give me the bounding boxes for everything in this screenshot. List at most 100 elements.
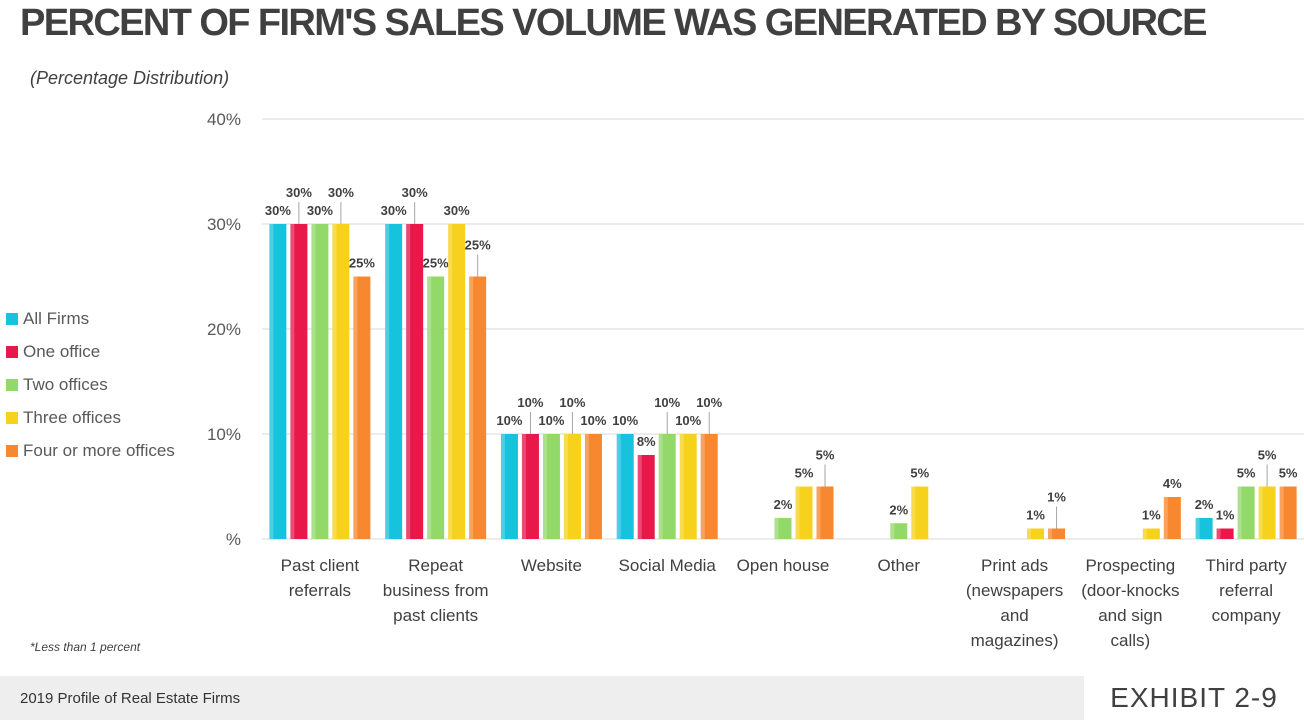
legend-swatch bbox=[6, 312, 18, 325]
legend-item: Three offices bbox=[6, 401, 175, 434]
bar bbox=[616, 434, 634, 539]
data-label: 2% bbox=[1195, 497, 1214, 512]
x-category-label: magazines) bbox=[971, 631, 1059, 650]
data-label: 10% bbox=[612, 413, 638, 428]
x-category-label: referral bbox=[1219, 581, 1273, 600]
legend-label: All Firms bbox=[23, 308, 90, 328]
footer-source: 2019 Profile of Real Estate Firms bbox=[20, 690, 241, 707]
bar-highlight bbox=[448, 224, 453, 539]
bar-highlight bbox=[427, 276, 432, 539]
bar bbox=[353, 276, 371, 539]
x-category-label: past clients bbox=[393, 606, 478, 625]
y-tick-label: 20% bbox=[207, 320, 241, 339]
x-category-label: Social Media bbox=[619, 556, 717, 575]
footer-bar: 2019 Profile of Real Estate Firms EXHIBI… bbox=[0, 676, 1304, 720]
bar-highlight bbox=[1027, 528, 1032, 539]
data-label: 10% bbox=[559, 395, 585, 410]
data-label: 30% bbox=[265, 203, 291, 218]
bar bbox=[700, 434, 718, 539]
bar bbox=[290, 224, 308, 539]
bar bbox=[1027, 528, 1045, 539]
bar-chart: % 10% 20% 30% 40% 30% 30% 10% 10% 2% 30% 30% 10% 8% 1%… bbox=[207, 110, 1304, 650]
legend-swatch bbox=[6, 444, 18, 457]
bar bbox=[637, 455, 655, 539]
bar-highlight bbox=[816, 486, 821, 539]
legend-label: One office bbox=[23, 341, 101, 361]
bar-highlight bbox=[637, 455, 642, 539]
bar-highlight bbox=[890, 523, 895, 539]
data-label: 10% bbox=[654, 395, 680, 410]
legend-swatch bbox=[6, 378, 18, 391]
x-category-label: Website bbox=[521, 556, 582, 575]
data-label: 8% bbox=[637, 434, 656, 449]
bar-highlight bbox=[353, 276, 358, 539]
data-label: 10% bbox=[696, 395, 722, 410]
data-label: 4% bbox=[1163, 476, 1182, 491]
x-category-label: Prospecting bbox=[1085, 556, 1175, 575]
bar-highlight bbox=[269, 224, 274, 539]
data-label: 2% bbox=[889, 502, 908, 517]
bar bbox=[1279, 486, 1297, 539]
bar-highlight bbox=[563, 434, 568, 539]
bar bbox=[500, 434, 518, 539]
bar-highlight bbox=[795, 486, 800, 539]
bar-highlight bbox=[1258, 486, 1263, 539]
bar bbox=[1048, 528, 1066, 539]
bar bbox=[1258, 486, 1276, 539]
bar-highlight bbox=[584, 434, 589, 539]
legend-item: Two offices bbox=[6, 368, 175, 401]
bar-highlight bbox=[1163, 497, 1168, 539]
data-label: 10% bbox=[496, 413, 522, 428]
bar bbox=[1237, 486, 1255, 539]
y-tick-label: 40% bbox=[207, 110, 241, 129]
x-category-label: Repeat bbox=[408, 556, 463, 575]
bar bbox=[911, 486, 929, 539]
bar-highlight bbox=[1279, 486, 1284, 539]
data-label: 1% bbox=[1026, 508, 1045, 523]
data-label: 30% bbox=[381, 203, 407, 218]
x-category-label: referrals bbox=[289, 581, 351, 600]
bar-highlight bbox=[290, 224, 295, 539]
bar bbox=[679, 434, 697, 539]
data-label: 30% bbox=[307, 203, 333, 218]
y-tick-label: 10% bbox=[207, 425, 241, 444]
x-category-label: Past client bbox=[281, 556, 360, 575]
bar-highlight bbox=[332, 224, 337, 539]
bar bbox=[563, 434, 581, 539]
bar-highlight bbox=[1142, 528, 1147, 539]
data-label: 25% bbox=[349, 256, 375, 271]
data-label: 1% bbox=[1047, 490, 1066, 505]
legend-item: All Firms bbox=[6, 302, 175, 335]
data-label: 1% bbox=[1142, 508, 1161, 523]
legend-label: Four or more offices bbox=[23, 440, 175, 460]
data-label: 25% bbox=[465, 238, 491, 253]
bar bbox=[816, 486, 834, 539]
x-category-label: Other bbox=[878, 556, 921, 575]
y-tick-label: 30% bbox=[207, 215, 241, 234]
x-category-label: and bbox=[1000, 606, 1028, 625]
bar-highlight bbox=[1216, 528, 1221, 539]
bar bbox=[584, 434, 602, 539]
bar bbox=[1142, 528, 1160, 539]
data-label: 30% bbox=[286, 185, 312, 200]
x-category-label: (door-knocks bbox=[1081, 581, 1179, 600]
legend-item: One office bbox=[6, 335, 175, 368]
y-tick-label: % bbox=[226, 530, 241, 549]
chart-subtitle: (Percentage Distribution) bbox=[30, 68, 230, 88]
bar-highlight bbox=[542, 434, 547, 539]
bar-highlight bbox=[385, 224, 390, 539]
bar bbox=[890, 523, 908, 539]
data-label: 10% bbox=[580, 413, 606, 428]
x-category-label: Open house bbox=[737, 556, 830, 575]
bar bbox=[1163, 497, 1181, 539]
data-label: 30% bbox=[402, 185, 428, 200]
bar bbox=[469, 276, 487, 539]
bar-highlight bbox=[1195, 518, 1200, 539]
data-label: 10% bbox=[675, 413, 701, 428]
bar bbox=[542, 434, 560, 539]
bar-highlight bbox=[911, 486, 916, 539]
data-label: 1% bbox=[1216, 508, 1235, 523]
bar-highlight bbox=[469, 276, 474, 539]
data-label: 5% bbox=[1279, 466, 1298, 481]
x-category-label: business from bbox=[383, 581, 489, 600]
